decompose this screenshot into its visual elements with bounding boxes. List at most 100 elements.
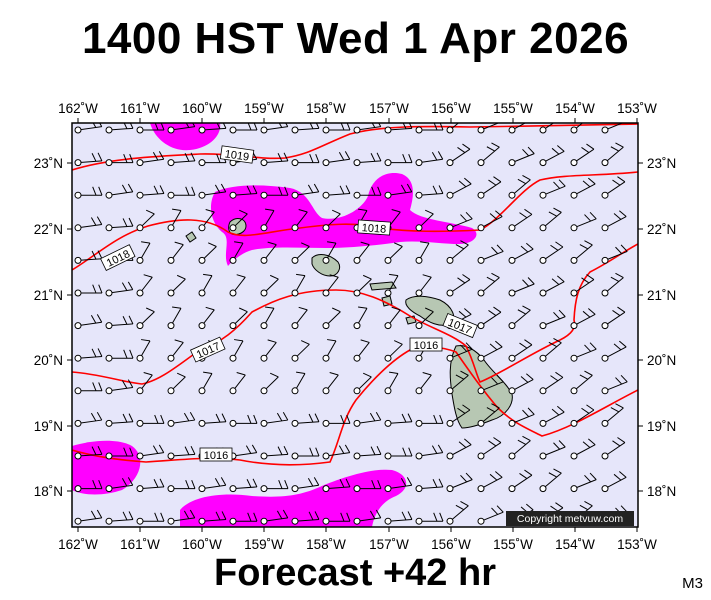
wind-barb	[105, 477, 134, 493]
wind-barb	[74, 509, 103, 525]
lon-label: 160˚W	[182, 537, 222, 552]
wind-barb	[229, 307, 248, 330]
svg-text:1016: 1016	[414, 340, 438, 352]
wind-barb	[105, 447, 134, 460]
wind-barb	[446, 472, 473, 493]
wind-barb	[446, 438, 472, 460]
wind-barb	[477, 123, 500, 134]
wind-barb	[260, 339, 277, 362]
wind-barb	[508, 208, 533, 232]
wind-barb	[601, 374, 628, 395]
wind-barb	[322, 478, 351, 493]
wind-barb	[322, 123, 351, 134]
wind-barb	[74, 445, 103, 460]
wind-barb	[229, 209, 248, 232]
wind-barb	[539, 440, 566, 460]
wind-barb	[260, 480, 289, 493]
wind-barb	[74, 123, 103, 134]
lon-label: 161˚W	[120, 101, 160, 116]
wind-barb	[198, 242, 217, 264]
wind-barb	[446, 123, 460, 134]
wind-barb	[384, 123, 413, 134]
lat-label: 20˚N	[34, 353, 63, 368]
wind-barb	[322, 151, 351, 167]
wind-barb	[105, 123, 134, 134]
wind-barb	[539, 309, 566, 330]
wind-barb	[601, 176, 626, 199]
wind-barb	[136, 414, 165, 427]
wind-barb	[105, 217, 134, 232]
wind-barb	[539, 207, 562, 232]
lon-label: 158˚W	[306, 537, 346, 552]
isobar-label-1019: 1019	[219, 145, 255, 164]
wind-barb	[601, 403, 624, 427]
wind-barb	[446, 501, 469, 525]
map-frame	[71, 122, 639, 528]
lon-label: 157˚W	[369, 537, 409, 552]
wind-barb	[539, 371, 564, 395]
wind-barb	[539, 275, 565, 297]
wind-barb	[508, 407, 535, 427]
wind-barb	[198, 477, 227, 493]
wind-barb	[415, 185, 444, 199]
wind-barb	[229, 274, 246, 297]
svg-text:1018: 1018	[361, 222, 386, 236]
wind-barb	[601, 471, 627, 493]
wind-barb	[570, 370, 593, 395]
wind-barb	[539, 338, 562, 362]
wind-barb	[260, 208, 275, 232]
wind-barb	[570, 123, 584, 134]
wind-barb	[167, 411, 196, 427]
lon-label: 155˚W	[493, 537, 533, 552]
lon-label: 159˚W	[244, 537, 284, 552]
lat-label: 23˚N	[647, 156, 676, 171]
lon-label: 157˚W	[369, 101, 409, 116]
lat-labels-right: 23˚N 22˚N 21˚N 20˚N 19˚N 18˚N	[647, 156, 676, 499]
lat-label: 19˚N	[34, 419, 63, 434]
wind-barb	[353, 445, 382, 460]
wind-barb	[167, 306, 182, 330]
wind-barb	[105, 379, 134, 395]
wind-barb	[601, 437, 626, 460]
wind-barb	[198, 273, 213, 297]
lat-label: 19˚N	[647, 419, 676, 434]
wind-barb	[105, 511, 134, 525]
wind-barb	[260, 152, 289, 167]
wind-barb	[291, 477, 320, 493]
lon-label: 156˚W	[431, 537, 471, 552]
wind-barb	[508, 469, 533, 493]
wind-barb	[570, 472, 597, 493]
wind-barb	[353, 480, 382, 493]
wind-barb	[384, 154, 413, 167]
wind-barb	[136, 339, 151, 362]
wind-barb	[291, 183, 320, 199]
wind-barb	[415, 274, 432, 297]
wind-barb	[136, 478, 165, 493]
tick-marks	[67, 118, 643, 532]
wind-barb	[105, 154, 134, 167]
wind-barb	[384, 340, 403, 362]
wind-barb	[291, 209, 308, 232]
wind-barb	[167, 186, 196, 199]
lat-labels-left: 23˚N 22˚N 21˚N 20˚N 19˚N 18˚N	[34, 156, 63, 499]
wind-barb	[260, 274, 279, 297]
wind-barb	[353, 241, 370, 264]
wind-barb	[570, 438, 596, 460]
isobar-label-1016-south: 1016	[199, 447, 233, 462]
isobar-label-1016-center: 1016	[409, 337, 443, 352]
lon-label: 156˚W	[431, 101, 471, 116]
wind-barb	[508, 242, 534, 264]
wind-barb	[167, 152, 196, 167]
wind-barb	[384, 183, 413, 199]
wind-barb	[601, 340, 627, 362]
copyright-notice: Copyright metvuw.com	[506, 511, 634, 526]
lon-label: 162˚W	[58, 101, 98, 116]
wind-barb	[477, 374, 504, 395]
wind-barb	[477, 176, 502, 199]
wind-barb	[291, 273, 306, 297]
wind-barb	[291, 511, 320, 525]
wind-barb	[74, 216, 103, 232]
wind-barb	[477, 471, 503, 493]
isobar-1019	[72, 123, 638, 171]
wind-barb	[446, 143, 471, 167]
